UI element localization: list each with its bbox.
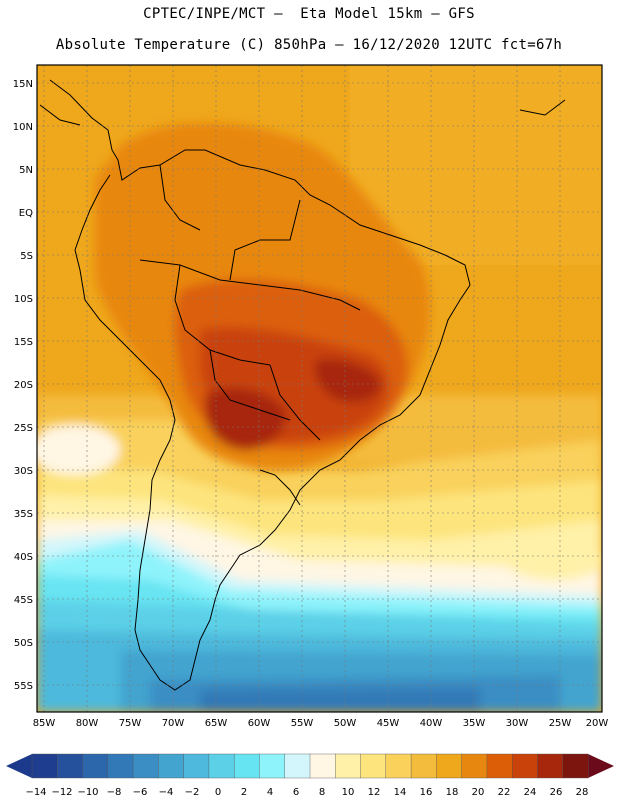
lat-label: EQ — [19, 208, 33, 219]
lat-label: 50S — [14, 638, 33, 649]
colorbar-label: 0 — [215, 787, 221, 798]
lon-label: 80W — [76, 718, 99, 729]
colorbar-over-arrow — [588, 754, 614, 778]
lon-label: 70W — [162, 718, 185, 729]
colorbar-cell — [410, 753, 437, 779]
colorbar-cell — [461, 753, 488, 779]
colorbar-label: 12 — [368, 787, 381, 798]
colorbar-label: −12 — [51, 787, 72, 798]
colorbar-cell — [309, 753, 336, 779]
colorbar-label: 4 — [267, 787, 273, 798]
lon-label: 35W — [463, 718, 486, 729]
colorbar-label: −10 — [77, 787, 98, 798]
colorbar-under-arrow — [6, 754, 32, 778]
colorbar-label: 18 — [446, 787, 459, 798]
longitude-axis: 85W 80W 75W 70W 65W 60W 55W 50W 45W 40W … — [33, 718, 609, 729]
lat-label: 5N — [19, 165, 33, 176]
colorbar-cell — [132, 753, 159, 779]
colorbar-cell — [436, 753, 463, 779]
colorbar-label: −4 — [159, 787, 174, 798]
coastlines — [39, 79, 566, 691]
colorbar-cells — [31, 753, 589, 779]
colorbar-label: −14 — [25, 787, 46, 798]
colorbar-cell — [486, 753, 513, 779]
colorbar-label: 24 — [524, 787, 537, 798]
lon-label: 55W — [291, 718, 314, 729]
colorbar-cell — [360, 753, 387, 779]
colorbar-cell — [31, 753, 58, 779]
lon-label: 45W — [377, 718, 400, 729]
lon-label: 25W — [549, 718, 572, 729]
colorbar-label: 20 — [472, 787, 485, 798]
map-frame — [36, 64, 603, 713]
colorbar-cell — [511, 753, 538, 779]
colorbar: −14 −12 −10 −8 −6 −4 −2 0 2 4 6 8 10 12 14 16 18 20 22 24 26… — [6, 753, 614, 798]
lat-label: 5S — [20, 251, 33, 262]
colorbar-label: 28 — [576, 787, 589, 798]
chart-title-line1: CPTEC/INPE/MCT – Eta Model 15km – GFS — [143, 6, 475, 22]
lon-label: 20W — [586, 718, 609, 729]
lon-label: 50W — [334, 718, 357, 729]
lat-label: 55S — [14, 681, 33, 692]
lon-label: 60W — [248, 718, 271, 729]
grid-lines — [37, 65, 602, 712]
colorbar-label: 8 — [319, 787, 325, 798]
colorbar-labels: −14 −12 −10 −8 −6 −4 −2 0 2 4 6 8 10 12 14 16 18 20 22 24 26… — [25, 787, 588, 798]
lat-label: 15N — [13, 79, 33, 90]
colorbar-label: 22 — [498, 787, 511, 798]
colorbar-cell — [233, 753, 260, 779]
colorbar-label: 10 — [342, 787, 355, 798]
colorbar-label: 14 — [394, 787, 407, 798]
chart-title-line2: Absolute Temperature (C) 850hPa – 16/12/… — [55, 37, 563, 53]
colorbar-label: −6 — [133, 787, 148, 798]
colorbar-cell — [82, 753, 109, 779]
colorbar-cell — [385, 753, 412, 779]
lat-label: 10S — [14, 294, 33, 305]
lon-label: 40W — [420, 718, 443, 729]
colorbar-cell — [208, 753, 235, 779]
colorbar-label: 2 — [241, 787, 247, 798]
colorbar-cell — [335, 753, 362, 779]
lon-label: 85W — [33, 718, 56, 729]
lat-label: 25S — [14, 423, 33, 434]
colorbar-cell — [107, 753, 134, 779]
colorbar-cell — [259, 753, 286, 779]
lon-label: 75W — [119, 718, 142, 729]
lat-label: 30S — [14, 466, 33, 477]
lat-label: 10N — [13, 122, 33, 133]
colorbar-cell — [284, 753, 311, 779]
colorbar-label: −2 — [185, 787, 200, 798]
colorbar-label: 26 — [550, 787, 563, 798]
colorbar-label: 16 — [420, 787, 433, 798]
colorbar-cell — [537, 753, 564, 779]
lat-label: 20S — [14, 380, 33, 391]
lat-label: 15S — [14, 337, 33, 348]
colorbar-cell — [183, 753, 210, 779]
latitude-axis: 15N 10N 5N EQ 5S 10S 15S 20S 25S 30S 35S… — [13, 79, 33, 692]
colorbar-cell — [562, 753, 589, 779]
colorbar-label: 6 — [293, 787, 299, 798]
colorbar-cell — [158, 753, 185, 779]
lat-label: 45S — [14, 595, 33, 606]
lat-label: 40S — [14, 552, 33, 563]
lat-label: 35S — [14, 509, 33, 520]
lon-label: 65W — [205, 718, 228, 729]
temperature-field — [37, 65, 602, 712]
lon-label: 30W — [506, 718, 529, 729]
colorbar-cell — [57, 753, 84, 779]
colorbar-label: −8 — [107, 787, 122, 798]
